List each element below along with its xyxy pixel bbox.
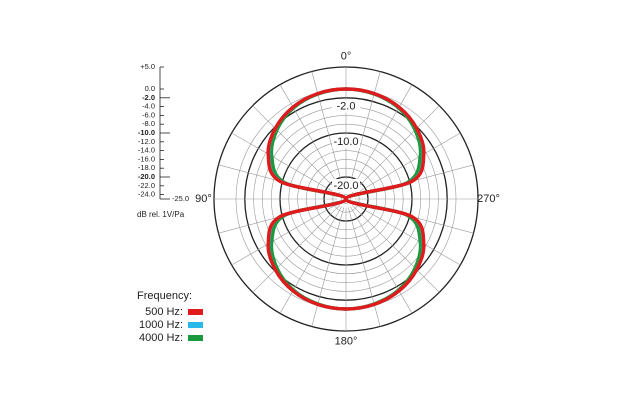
- ring-label-bg: [332, 179, 360, 192]
- scale-label: -10.0: [138, 128, 155, 137]
- legend-label: 4000 Hz:: [139, 332, 183, 344]
- scale-label: -24.0: [138, 190, 155, 199]
- ring-label: -20.0: [333, 180, 358, 192]
- grid-spoke: [311, 207, 345, 327]
- angle-label: 0°: [341, 50, 352, 62]
- grid-spoke: [279, 206, 342, 314]
- grid-spoke: [347, 207, 381, 327]
- r-axis-label: dB rel. 1V/Pa: [137, 210, 185, 219]
- scale-label: -14.0: [138, 146, 155, 155]
- scale-label: -12.0: [138, 137, 155, 146]
- ring-label-bg: [332, 99, 360, 113]
- grid-spoke: [311, 71, 345, 191]
- scale-label: -25.0: [172, 194, 189, 203]
- grid-spoke: [352, 105, 440, 193]
- legend-swatch: [188, 309, 203, 315]
- angle-label: 90°: [195, 193, 212, 205]
- angle-label: 180°: [335, 335, 358, 347]
- grid-spoke: [252, 205, 340, 293]
- legend-label: 1000 Hz:: [139, 319, 183, 331]
- grid-spoke: [350, 206, 413, 314]
- grid-spoke: [353, 132, 461, 195]
- scale-label: -2.0: [142, 93, 155, 102]
- grid-spoke: [231, 203, 339, 266]
- ring-label: -10.0: [333, 136, 358, 148]
- grid-spoke: [350, 84, 413, 192]
- legend-title: Frequency:: [137, 290, 192, 302]
- ring-label-bg: [332, 135, 360, 148]
- scale-label: -6.0: [142, 110, 155, 119]
- pattern-line: [266, 87, 426, 311]
- scale-label: -4.0: [142, 102, 155, 111]
- scale-label: 0.0: [145, 84, 155, 93]
- grid-spoke: [353, 203, 461, 266]
- grid-spoke: [252, 105, 340, 193]
- grid-spoke: [279, 84, 342, 192]
- grid-spoke: [231, 132, 339, 195]
- scale-label: -18.0: [138, 163, 155, 172]
- scale-label: -20.0: [138, 172, 155, 181]
- scale-label: -22.0: [138, 181, 155, 190]
- grid-spoke: [347, 71, 381, 191]
- angle-label: 270°: [477, 193, 500, 205]
- scale-label: +5.0: [140, 62, 155, 71]
- legend-label: 500 Hz:: [145, 306, 183, 318]
- legend-swatch: [188, 322, 203, 328]
- scale-label: -8.0: [142, 119, 155, 128]
- ring-label: -2.0: [337, 101, 356, 113]
- grid-spoke: [352, 205, 440, 293]
- scale-label: -16.0: [138, 154, 155, 163]
- legend-swatch: [188, 335, 203, 341]
- grid-ring: [341, 194, 351, 204]
